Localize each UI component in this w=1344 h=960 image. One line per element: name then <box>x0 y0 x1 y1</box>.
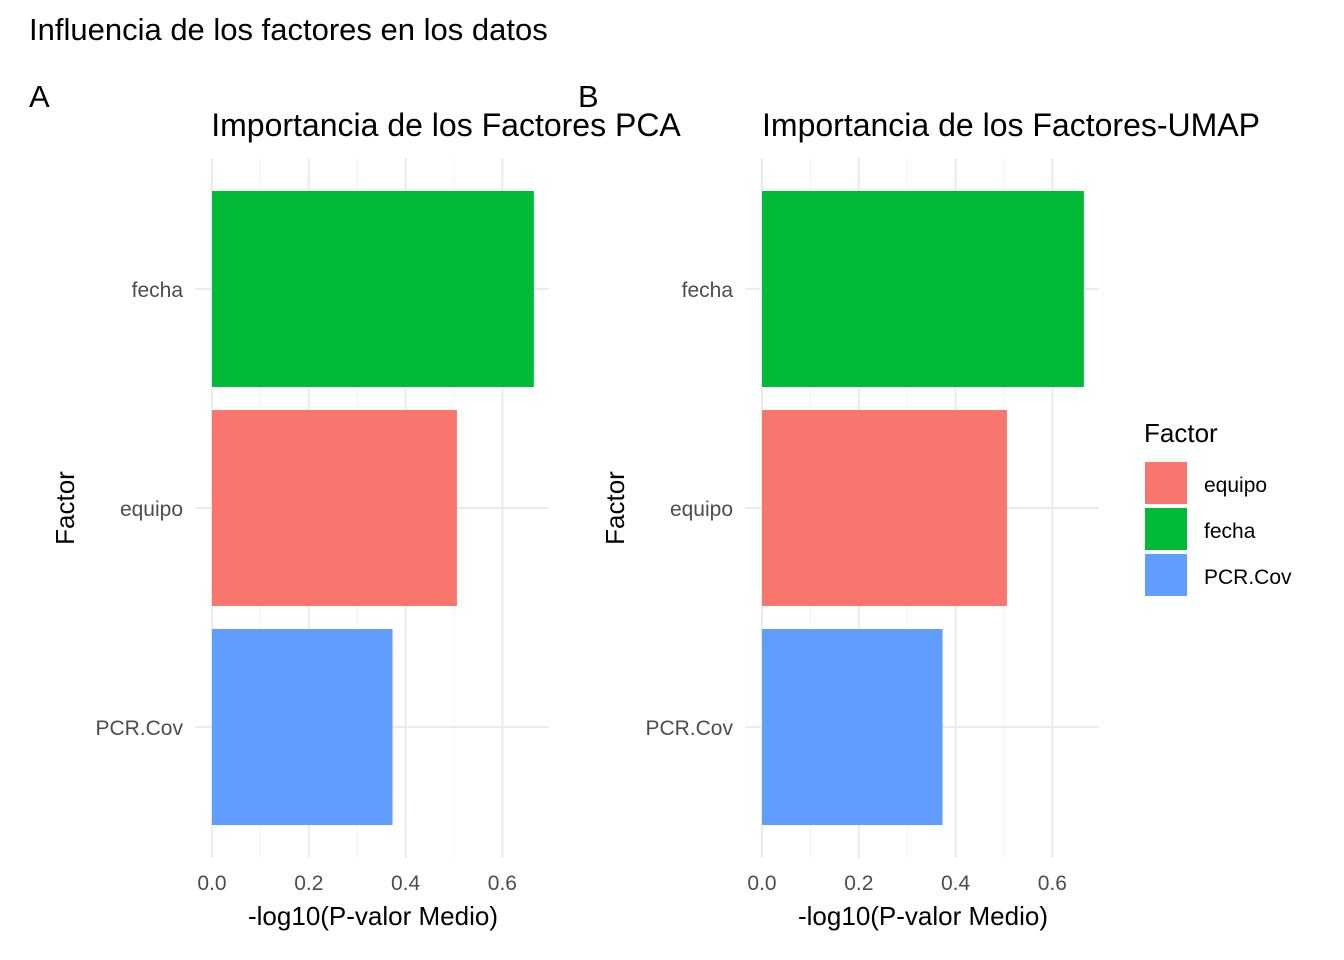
panel-tag: A <box>29 79 50 114</box>
x-tick-label: 0.4 <box>941 872 971 895</box>
y-tick-label: equipo <box>120 498 183 521</box>
x-tick-labels: 0.0 0.2 0.4 0.6 <box>197 872 517 895</box>
y-tick-labels: fecha equipo PCR.Cov <box>645 279 733 740</box>
panel-title: Importancia de los Factores PCA <box>211 107 681 143</box>
y-tick-label: PCR.Cov <box>645 717 733 740</box>
y-tick-label: fecha <box>132 279 184 302</box>
figure-title: Influencia de los factores en los datos <box>29 12 548 47</box>
legend-items: equipo fecha PCR.Cov <box>1145 462 1292 596</box>
x-tick-label: 0.6 <box>1038 872 1067 895</box>
bar-fecha <box>762 191 1084 387</box>
legend-label: fecha <box>1204 520 1256 543</box>
legend-title: Factor <box>1144 418 1218 448</box>
x-tick-label: 0.6 <box>488 872 517 895</box>
legend-label: equipo <box>1204 474 1267 497</box>
y-tick-label: fecha <box>682 279 734 302</box>
x-tick-label: 0.2 <box>294 872 323 895</box>
y-tick-label: PCR.Cov <box>95 717 183 740</box>
bar-equipo <box>762 410 1007 606</box>
y-tick-label: equipo <box>670 498 733 521</box>
bars <box>762 191 1084 825</box>
legend: Factor equipo fecha PCR.Cov <box>1144 418 1292 596</box>
x-tick-label: 0.2 <box>844 872 873 895</box>
y-tick-labels: fecha equipo PCR.Cov <box>95 279 183 740</box>
y-axis-title: Factor <box>600 471 630 545</box>
legend-swatch <box>1145 554 1187 596</box>
bar-fecha <box>212 191 534 387</box>
legend-label: PCR.Cov <box>1204 566 1292 589</box>
panel-b: B Importancia de los Factores-UMAP fecha… <box>578 79 1260 931</box>
x-axis-title: -log10(P-valor Medio) <box>798 901 1048 931</box>
bar-pcr-cov <box>212 629 393 825</box>
x-tick-labels: 0.0 0.2 0.4 0.6 <box>747 872 1067 895</box>
panel-title: Importancia de los Factores-UMAP <box>762 107 1260 143</box>
bar-equipo <box>212 410 457 606</box>
bar-pcr-cov <box>762 629 943 825</box>
bars <box>212 191 534 825</box>
x-tick-label: 0.0 <box>197 872 226 895</box>
panel-a: A Importancia de los Factores PCA fecha e… <box>29 79 681 931</box>
x-tick-label: 0.0 <box>747 872 776 895</box>
panel-tag: B <box>578 79 599 114</box>
legend-swatch <box>1145 462 1187 504</box>
legend-swatch <box>1145 508 1187 550</box>
x-axis-title: -log10(P-valor Medio) <box>248 901 498 931</box>
x-tick-label: 0.4 <box>391 872 421 895</box>
y-axis-title: Factor <box>50 471 80 545</box>
